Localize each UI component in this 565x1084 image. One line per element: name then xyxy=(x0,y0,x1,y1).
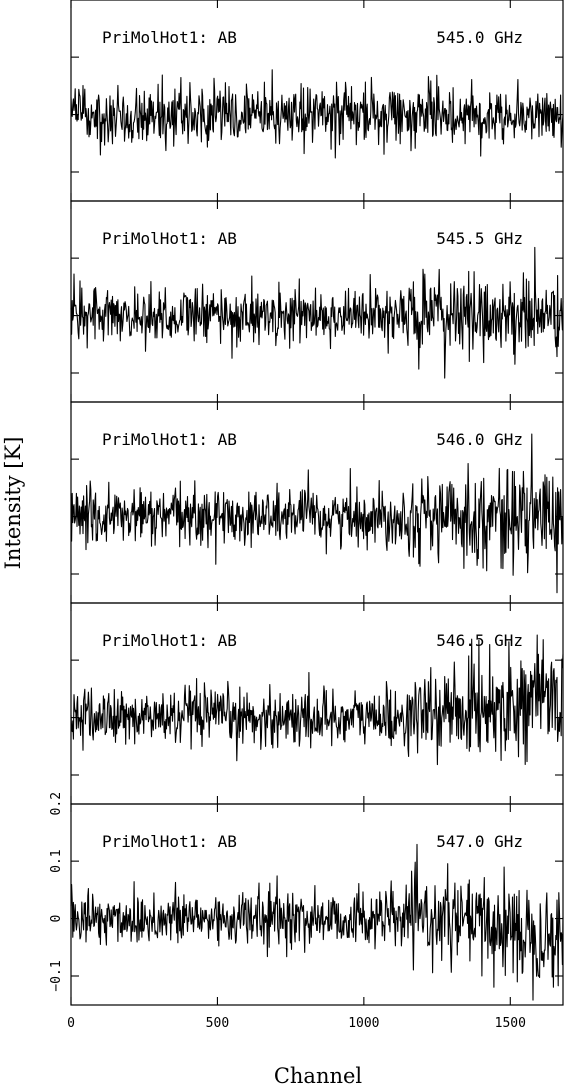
spectrum-line xyxy=(70,246,564,379)
panel-frequency: 545.5 GHz xyxy=(436,229,523,248)
panel-label: PriMolHot1: AB xyxy=(102,229,237,248)
y-axis-label: Intensity [K] xyxy=(1,437,25,570)
spectrum-line xyxy=(70,69,564,159)
x-tick-label: 500 xyxy=(206,1016,229,1031)
y-tick-label: 0.2 xyxy=(49,792,64,815)
panel-frequency: 545.0 GHz xyxy=(436,28,523,47)
panel-4: PriMolHot1: AB 546.5 GHz xyxy=(70,602,564,805)
x-tick-label: 0 xyxy=(67,1016,75,1031)
spectrum-line xyxy=(70,843,564,1001)
x-tick-label: 1500 xyxy=(495,1016,526,1031)
panel-label: PriMolHot1: AB xyxy=(102,28,237,47)
panel-frequency: 546.0 GHz xyxy=(436,430,523,449)
y-tick-label: 0 xyxy=(49,915,64,923)
y-tick-label: −0.1 xyxy=(49,960,64,991)
panel-label: PriMolHot1: AB xyxy=(102,430,237,449)
spectrum-line xyxy=(70,433,564,594)
panel-frequency: 547.0 GHz xyxy=(436,832,523,851)
panel-label: PriMolHot1: AB xyxy=(102,832,237,851)
panel-2: PriMolHot1: AB 545.5 GHz xyxy=(70,200,564,403)
x-axis-label: Channel xyxy=(274,1064,363,1084)
panel-5: PriMolHot1: AB 547.0 GHz −0.1 0 0.1 0.2 xyxy=(49,792,564,1006)
panel-frequency: 546.5 GHz xyxy=(436,631,523,650)
spectrum-line xyxy=(70,634,564,766)
panel-1: PriMolHot1: AB 545.0 GHz xyxy=(70,0,564,202)
panel-label: PriMolHot1: AB xyxy=(102,631,237,650)
panel-3: PriMolHot1: AB 546.0 GHz xyxy=(70,401,564,604)
x-tick-label: 1000 xyxy=(348,1016,379,1031)
y-tick-label: 0.1 xyxy=(49,849,64,872)
